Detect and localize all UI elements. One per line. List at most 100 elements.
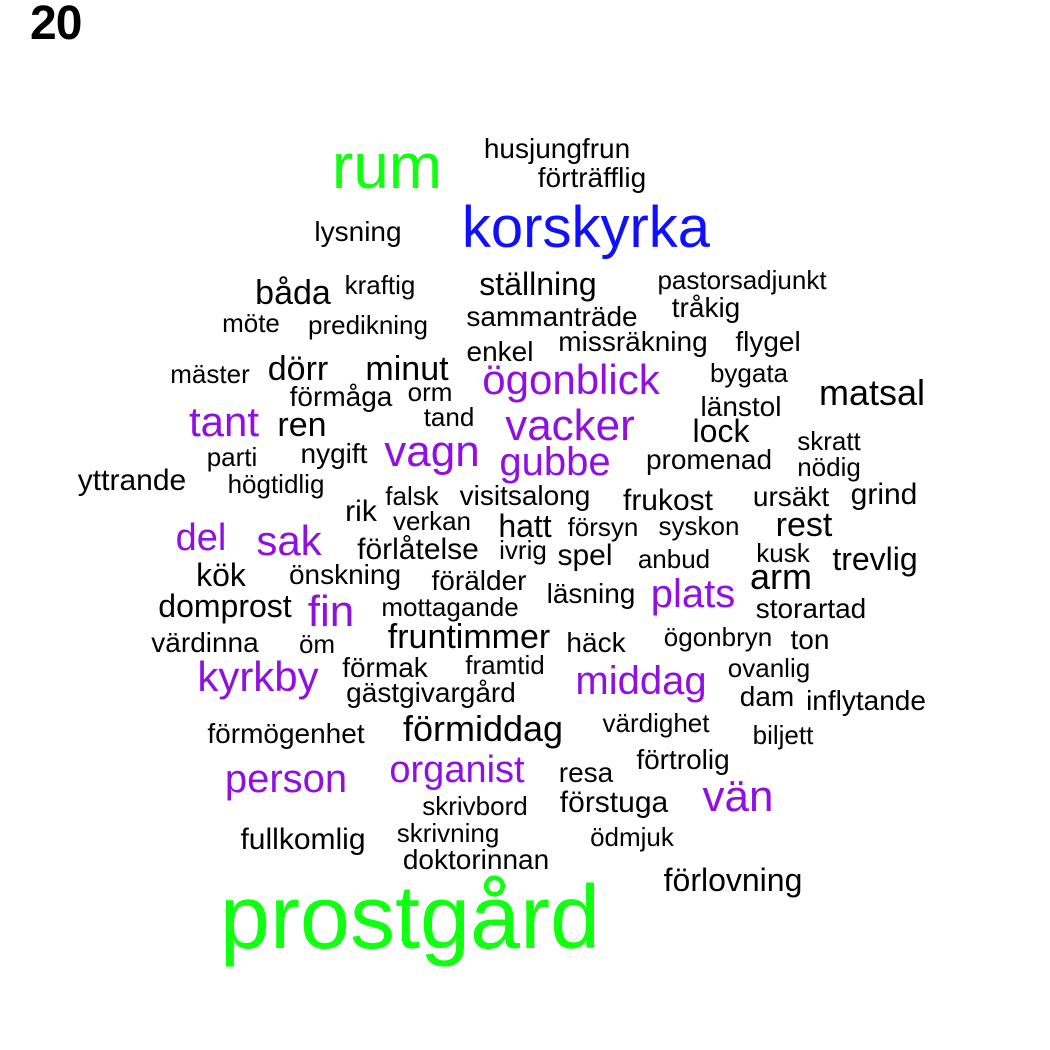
word-formak: förmak	[342, 652, 428, 683]
word-missrakning: missräkning	[558, 326, 708, 357]
word-foralder: förälder	[431, 565, 527, 596]
word-bada: båda	[255, 274, 331, 312]
word-predikning: predikning	[308, 310, 428, 340]
word-nygift: nygift	[300, 438, 368, 469]
word-ivrig: ivrig	[499, 535, 547, 565]
word-ton: ton	[790, 624, 830, 655]
word-skrivning: skrivning	[396, 818, 500, 848]
word-van: vän	[702, 772, 774, 821]
word-trevlig: trevlig	[832, 541, 918, 577]
word-anbud: anbud	[637, 544, 711, 574]
word-pastorsadjunkt: pastorsadjunkt	[657, 265, 827, 295]
word-arm: arm	[750, 556, 812, 597]
word-flygel: flygel	[735, 326, 801, 357]
word-del: del	[175, 517, 227, 559]
word-skrivbord: skrivbord	[422, 791, 528, 821]
word-promenad: promenad	[645, 444, 773, 475]
word-korskyrka: korskyrka	[461, 195, 711, 260]
word-bygata: bygata	[709, 358, 789, 388]
word-vagn: vagn	[384, 427, 480, 476]
word-om: öm	[298, 629, 336, 659]
word-prostgard: prostgård	[219, 868, 601, 968]
word-dorr: dörr	[267, 350, 329, 388]
word-lysning: lysning	[314, 216, 402, 247]
word-resa: resa	[558, 757, 614, 788]
word-minut: minut	[365, 350, 449, 388]
word-nodig: nödig	[797, 452, 861, 482]
word-parti: parti	[206, 442, 258, 472]
word-dam: dam	[739, 681, 795, 712]
word-ogonbryn: ögonbryn	[663, 622, 773, 652]
word-verkan: verkan	[392, 506, 472, 536]
word-fortrolig: förtrolig	[636, 744, 730, 775]
word-spel: spel	[557, 539, 613, 572]
word-ogonblick: ögonblick	[482, 356, 660, 403]
word-odmjuk: ödmjuk	[590, 822, 674, 852]
page-number: 20	[30, 0, 82, 50]
word-domprost: domprost	[158, 588, 292, 624]
word-mote: möte	[222, 308, 280, 338]
word-rik: rik	[345, 495, 377, 528]
word-lock: lock	[692, 413, 750, 449]
word-fin: fin	[307, 587, 355, 636]
word-forlatelse: förlåtelse	[357, 533, 479, 566]
word-formogenhet: förmögenhet	[207, 718, 365, 749]
word-vacker: vacker	[505, 401, 635, 450]
word-organist: organist	[389, 749, 525, 791]
word-mottagande: mottagande	[381, 592, 519, 622]
word-hatt: hatt	[498, 508, 552, 544]
word-husjungfrun: husjungfrun	[483, 133, 631, 164]
word-onskning: önskning	[288, 559, 402, 590]
word-tand: tand	[423, 402, 475, 432]
word-person: person	[224, 757, 348, 801]
word-gastgivargard: gästgivargård	[346, 677, 516, 708]
word-enkel: enkel	[466, 336, 534, 367]
word-master: mäster	[170, 359, 250, 389]
word-visitsalong: visitsalong	[459, 480, 591, 511]
word-tant: tant	[188, 398, 260, 445]
word-matsal: matsal	[818, 372, 926, 413]
word-rest: rest	[775, 506, 833, 544]
word-inflytande: inflytande	[806, 685, 926, 716]
word-forsyn: försyn	[567, 512, 639, 542]
word-formaga: förmåga	[289, 381, 393, 412]
word-grind: grind	[850, 478, 918, 511]
word-fullkomlig: fullkomlig	[240, 823, 366, 856]
word-lanstol: länstol	[700, 391, 782, 422]
word-doktorinnan: doktorinnan	[402, 844, 550, 875]
word-middag: middag	[575, 659, 707, 703]
word-rum: rum	[331, 130, 443, 202]
word-formiddag: förmiddag	[402, 708, 564, 749]
word-trakig: tråkig	[671, 292, 741, 323]
word-sammantrade: sammanträde	[466, 301, 638, 332]
word-biljett: biljett	[752, 720, 814, 750]
word-fruntimmer: fruntimmer	[387, 618, 551, 656]
word-kraftig: kraftig	[344, 270, 416, 300]
word-hack: häck	[566, 627, 626, 658]
word-plats: plats	[650, 572, 736, 616]
word-framtid: framtid	[465, 650, 545, 680]
word-kok: kök	[196, 557, 246, 593]
word-stallning: ställning	[479, 266, 597, 302]
word-vardighet: värdighet	[602, 708, 710, 738]
word-ren: ren	[277, 406, 327, 444]
word-syskon: syskon	[658, 511, 740, 541]
word-kyrkby: kyrkby	[197, 653, 319, 700]
word-fortrafflig: förträfflig	[537, 162, 647, 193]
word-orm: orm	[407, 377, 453, 407]
word-hogtidlig: högtidlig	[227, 469, 325, 499]
word-gubbe: gubbe	[499, 440, 611, 484]
word-kusk: kusk	[756, 538, 810, 568]
word-skratt: skratt	[797, 426, 861, 456]
word-ovanlig: ovanlig	[727, 653, 811, 683]
word-falsk: falsk	[385, 481, 439, 511]
word-storartad: storartad	[755, 593, 867, 624]
word-forlovning: förlovning	[663, 862, 803, 898]
word-sak: sak	[256, 517, 322, 564]
word-forstuga: förstuga	[559, 786, 669, 819]
word-yttrande: yttrande	[77, 464, 187, 497]
word-vardinna: värdinna	[151, 627, 259, 658]
word-lasning: läsning	[546, 578, 636, 609]
word-frukost: frukost	[622, 484, 714, 517]
